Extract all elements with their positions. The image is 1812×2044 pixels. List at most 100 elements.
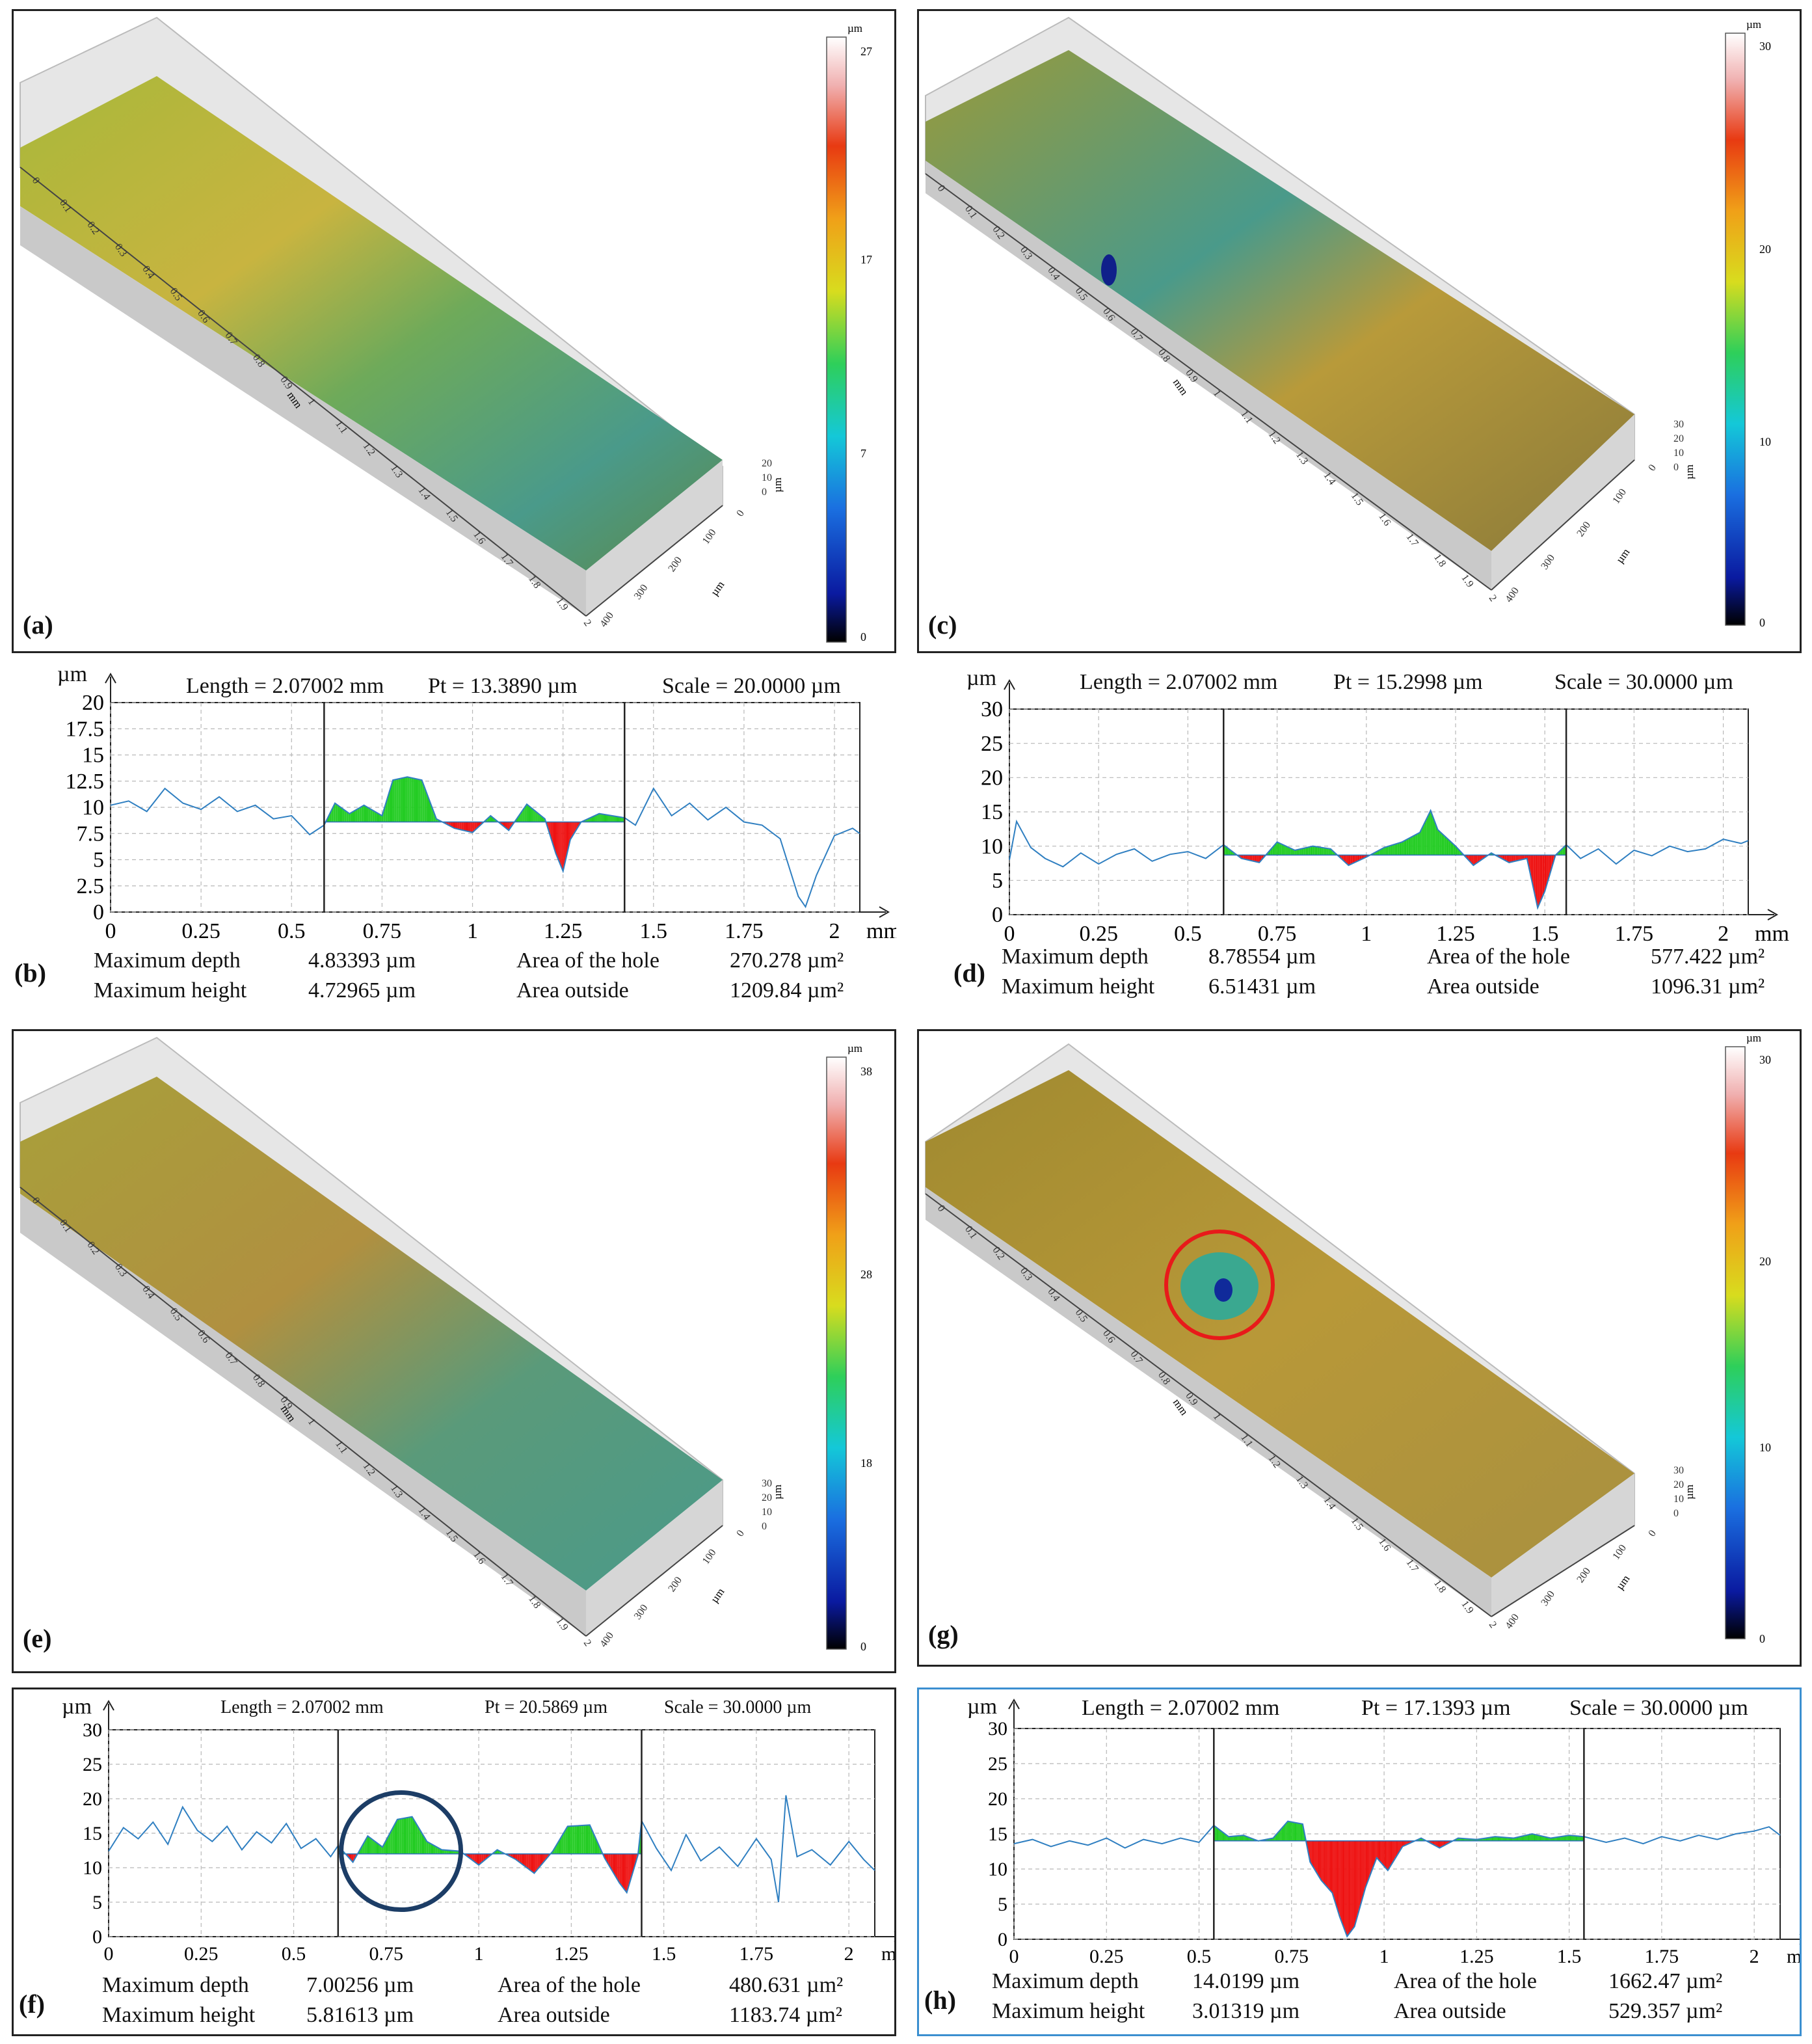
material-above-fill (1523, 1835, 1525, 1841)
material-above-fill (1417, 833, 1418, 855)
chart-unit-label: µm (966, 666, 997, 690)
hole-fill (454, 822, 456, 829)
material-above-fill (1292, 848, 1294, 855)
hole-fill (573, 822, 575, 835)
material-above-fill (425, 1838, 427, 1854)
material-above-fill (613, 816, 615, 822)
material-above-fill (568, 1826, 570, 1854)
material-above-fill (1426, 815, 1428, 855)
material-above-fill (341, 807, 343, 822)
color-scale-tick: 28 (860, 1268, 872, 1281)
material-above-fill (1496, 1836, 1498, 1841)
material-above-fill (1577, 1836, 1579, 1841)
material-above-fill (440, 1849, 442, 1854)
color-scale-tick: 38 (860, 1065, 872, 1078)
surface-z-tick-labels: 30 20 10 0 (1673, 419, 1684, 473)
hole-fill (1352, 855, 1354, 864)
chart-scale: Scale = 30.0000 µm (1554, 670, 1733, 694)
x-tick-label: 0 (1009, 1946, 1019, 1967)
surface-y-tick: 300 (632, 582, 650, 601)
material-above-fill (373, 811, 375, 822)
y-tick-label: 5 (992, 869, 1003, 893)
fill-regions (1223, 811, 1567, 908)
material-above-fill (1284, 1823, 1286, 1841)
material-above-fill (1223, 1833, 1225, 1841)
x-tick-label: 1.5 (1531, 922, 1559, 945)
x-tick-label: 2 (844, 1943, 854, 1965)
hole-fill (471, 822, 473, 833)
hole-fill (521, 1853, 522, 1864)
profile-panel-b: µm Length = 2.07002 mm Pt = 13.3890 µm S… (12, 658, 896, 1016)
hole-fill (616, 1853, 618, 1879)
surface-x-axis (20, 1187, 587, 1637)
material-above-fill (392, 1827, 393, 1854)
hole-fill (1337, 1840, 1339, 1913)
y-tick-label: 25 (981, 732, 1003, 756)
max-height-value: 6.51431 µm (1208, 975, 1316, 999)
y-axis-arrowhead (1004, 679, 1015, 690)
material-above-fill (1327, 848, 1329, 855)
hole-fill (1396, 1840, 1398, 1857)
material-above-fill (388, 792, 390, 822)
material-above-fill (423, 1835, 425, 1854)
material-above-fill (351, 812, 353, 822)
material-above-fill (1522, 1836, 1524, 1841)
profile-line (110, 776, 860, 909)
material-above-fill (1545, 1836, 1547, 1841)
y-tick-label: 10 (988, 1859, 1007, 1880)
material-above-fill (1433, 818, 1435, 855)
hole-fill (483, 1853, 485, 1861)
profile-chart: 0 5 10 15 20 25 30 0 0.25 0.5 0.75 1 1.25 1.5 1.75 2 mm (981, 679, 1789, 945)
hole-fill (481, 1853, 483, 1862)
material-above-fill (1408, 837, 1410, 855)
material-above-fill (1288, 847, 1290, 855)
material-above-fill (1501, 1837, 1503, 1841)
hole-fill (476, 822, 477, 829)
material-above-fill (1534, 1834, 1536, 1841)
material-above-fill (396, 779, 397, 822)
material-above-fill (1537, 1835, 1539, 1841)
hole-fill (457, 822, 459, 829)
material-above-fill (1283, 844, 1285, 855)
material-above-fill (1233, 1836, 1235, 1841)
material-above-fill (1571, 1835, 1573, 1841)
material-above-fill (594, 1836, 596, 1854)
surface-front-face (20, 1194, 586, 1636)
surface-z-unit: µm (771, 1485, 784, 1499)
material-above-fill (1287, 846, 1289, 855)
surface-y-axis (585, 505, 723, 617)
hole-fill (609, 1853, 611, 1868)
surface-side-face (586, 460, 723, 616)
material-above-fill (372, 810, 373, 822)
material-above-fill (428, 797, 430, 822)
material-above-fill (1215, 1826, 1217, 1841)
material-above-fill (606, 814, 608, 822)
material-above-fill (1217, 1828, 1219, 1841)
material-above-fill (402, 777, 403, 822)
material-above-fill (1244, 1835, 1246, 1841)
material-above-fill (557, 1841, 559, 1854)
y-tick-label: 20 (82, 691, 104, 715)
material-above-fill (1400, 842, 1402, 855)
hole-fill (1375, 1840, 1377, 1861)
hole-fill (620, 1853, 622, 1886)
area-hole-value: 270.278 µm² (730, 948, 844, 973)
material-above-fill (1446, 837, 1448, 855)
material-above-fill (450, 1850, 452, 1854)
hole-fill (563, 822, 565, 870)
area-hole-label: Area of the hole (1394, 1969, 1537, 1993)
surface-x-axis (20, 167, 587, 617)
material-above-fill (1555, 1837, 1557, 1841)
hole-fill (1349, 1840, 1351, 1933)
material-above-fill (358, 808, 360, 822)
material-above-fill (401, 1818, 403, 1854)
hole-fill (1329, 1840, 1331, 1892)
material-above-fill (448, 1850, 449, 1854)
material-above-fill (406, 777, 408, 822)
hole-fill (1443, 1840, 1445, 1846)
surface-y-tick: 200 (1575, 1566, 1593, 1585)
material-above-fill (1291, 1822, 1293, 1841)
material-above-fill (398, 779, 399, 822)
material-above-fill (1456, 847, 1458, 855)
material-above-fill (1526, 1835, 1528, 1841)
